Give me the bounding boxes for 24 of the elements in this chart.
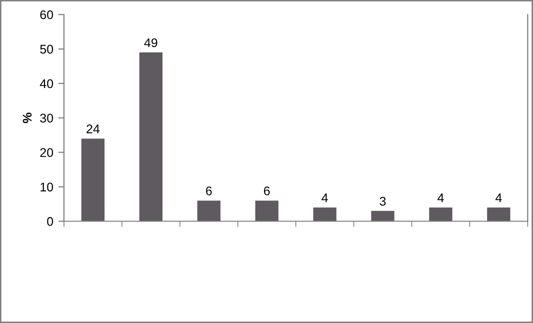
y-tick-label: 60: [40, 10, 54, 20]
bar: [81, 138, 105, 222]
bar: [371, 210, 394, 222]
data-label: 6: [206, 186, 212, 196]
bar: [487, 207, 510, 222]
bar: [255, 200, 278, 222]
bar: [139, 52, 162, 222]
data-label: 49: [144, 38, 158, 48]
y-tick-label: 50: [40, 44, 54, 54]
y-tick-label: 40: [40, 79, 54, 88]
bar: [429, 207, 452, 222]
bar: [313, 207, 336, 222]
data-label: 4: [322, 194, 328, 202]
y-tick-label: 0: [47, 217, 54, 226]
y-axis-title: %: [22, 112, 32, 124]
data-label: 6: [264, 186, 270, 196]
bar: [197, 200, 220, 222]
y-tick-label: 30: [40, 114, 54, 123]
y-tick-label: 10: [40, 182, 54, 192]
data-label: 24: [86, 124, 100, 134]
data-label: 4: [496, 194, 502, 202]
data-label: 3: [380, 196, 386, 206]
y-tick-label: 20: [40, 148, 54, 157]
data-label: 4: [438, 194, 444, 202]
